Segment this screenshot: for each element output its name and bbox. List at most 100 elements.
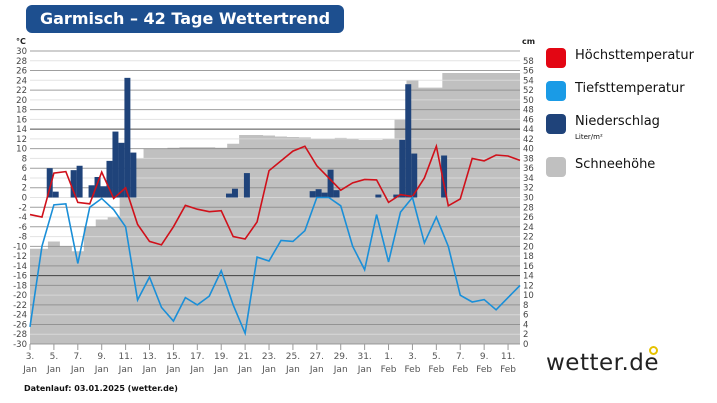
footer-data-run: Datenlauf: 03.01.2025 (wetter.de) xyxy=(24,384,178,393)
right-axis-tick-label: 12 xyxy=(523,281,534,291)
left-axis-tick-label: 12 xyxy=(16,135,27,145)
x-tick-day: 27. xyxy=(310,352,324,362)
x-tick-month: Feb xyxy=(476,365,492,375)
precip-bar xyxy=(327,169,334,198)
left-axis-tick-label: 16 xyxy=(16,115,27,125)
x-tick-day: 1. xyxy=(384,352,393,362)
precip-bar xyxy=(243,173,250,198)
precip-bar xyxy=(70,170,77,198)
x-tick-month: Feb xyxy=(428,365,444,375)
precip-bar xyxy=(405,84,412,198)
x-tick-month: Jan xyxy=(46,365,61,375)
left-axis-tick-label: 10 xyxy=(16,145,27,155)
legend-swatch-precip xyxy=(546,114,566,134)
right-axis-tick-label: 38 xyxy=(523,154,534,164)
legend-label: Niederschlag xyxy=(575,114,660,129)
x-tick-month: Jan xyxy=(237,365,252,375)
left-axis-tick-label: 8 xyxy=(22,154,27,164)
precip-bar xyxy=(88,185,95,198)
left-axis-tick-label: -22 xyxy=(13,301,27,311)
left-axis-tick-label: 20 xyxy=(16,96,27,106)
left-axis-unit: °C xyxy=(16,37,26,46)
right-axis-tick-label: 20 xyxy=(523,242,534,252)
right-axis-tick-label: 6 xyxy=(523,311,528,321)
right-axis-tick-label: 58 xyxy=(523,57,534,67)
x-tick-day: 31. xyxy=(357,352,371,362)
right-axis-tick-label: 34 xyxy=(523,174,534,184)
precip-bar xyxy=(106,160,113,198)
x-tick-day: 23. xyxy=(262,352,276,362)
precip-bar xyxy=(100,186,107,198)
precip-bar xyxy=(375,194,382,198)
precip-bar xyxy=(112,131,119,198)
legend-label: Höchsttemperatur xyxy=(575,48,694,63)
right-axis-tick-label: 18 xyxy=(523,252,534,262)
right-axis-tick-label: 8 xyxy=(523,301,528,311)
left-axis-tick-label: 2 xyxy=(22,184,27,194)
left-axis-tick-label: 6 xyxy=(22,164,27,174)
right-axis-tick-label: 16 xyxy=(523,262,534,272)
right-axis-tick-label: 40 xyxy=(523,145,534,155)
legend-label: Tiefsttemperatur xyxy=(575,81,685,96)
left-axis-tick-label: -20 xyxy=(13,291,27,301)
x-tick-month: Jan xyxy=(165,365,180,375)
right-axis-tick-label: 28 xyxy=(523,203,534,213)
precip-bar xyxy=(94,176,101,198)
left-axis-tick-label: -28 xyxy=(13,330,27,340)
left-axis-tick-label: -4 xyxy=(19,213,27,223)
left-axis-tick-label: -10 xyxy=(13,242,27,252)
right-axis-tick-label: 14 xyxy=(523,272,534,282)
x-tick-month: Jan xyxy=(189,365,204,375)
x-tick-day: 11. xyxy=(118,352,132,362)
x-tick-day: 7. xyxy=(456,352,465,362)
left-axis-tick-label: 4 xyxy=(22,174,27,184)
left-axis-tick-label: 0 xyxy=(22,194,27,204)
right-axis-tick-label: 46 xyxy=(523,115,534,125)
left-axis-tick-label: -12 xyxy=(13,252,27,262)
left-axis-tick-label: 14 xyxy=(16,125,27,135)
x-tick-month: Feb xyxy=(452,365,468,375)
x-tick-month: Jan xyxy=(118,365,133,375)
precip-bar xyxy=(399,139,406,198)
x-tick-month: Jan xyxy=(261,365,276,375)
max-temp-line xyxy=(29,143,521,246)
precip-bar xyxy=(309,191,316,198)
wetter-logo: wetter.de xyxy=(546,350,660,376)
right-axis-tick-label: 52 xyxy=(523,86,534,96)
right-axis-tick-label: 0 xyxy=(523,340,528,350)
x-tick-day: 13. xyxy=(142,352,156,362)
x-tick-month: Jan xyxy=(357,365,372,375)
x-tick-day: 3. xyxy=(408,352,417,362)
right-axis-tick-label: 32 xyxy=(523,184,534,194)
precip-bar xyxy=(315,189,322,198)
precip-bar xyxy=(321,192,328,198)
precip-bar xyxy=(333,190,340,198)
precip-bar xyxy=(76,165,83,198)
precip-bar xyxy=(124,77,131,198)
left-axis-tick-label: 22 xyxy=(16,86,27,96)
x-tick-day: 9. xyxy=(480,352,489,362)
precip-bar xyxy=(118,142,125,198)
x-tick-month: Jan xyxy=(285,365,300,375)
right-axis-tick-label: 50 xyxy=(523,96,534,106)
left-axis-tick-label: 18 xyxy=(16,106,27,116)
snow-depth-area xyxy=(30,72,520,344)
precip-bar xyxy=(46,168,53,198)
left-axis-tick-label: -14 xyxy=(13,262,27,272)
precip-bar xyxy=(393,194,400,198)
precip-bar xyxy=(441,155,448,198)
x-tick-day: 15. xyxy=(166,352,180,362)
right-axis-tick-label: 26 xyxy=(523,213,534,223)
right-axis-tick-label: 10 xyxy=(523,291,534,301)
right-axis-tick-label: 54 xyxy=(523,76,534,86)
x-tick-month: Jan xyxy=(70,365,85,375)
right-axis-tick-label: 2 xyxy=(523,330,528,340)
min-temp-line xyxy=(29,195,521,337)
legend-swatch-max xyxy=(546,48,566,68)
x-tick-day: 9. xyxy=(97,352,106,362)
chart-title: Garmisch – 42 Tage Wettertrend xyxy=(26,5,345,33)
left-axis-tick-label: 30 xyxy=(16,47,27,57)
x-tick-month: Jan xyxy=(142,365,157,375)
